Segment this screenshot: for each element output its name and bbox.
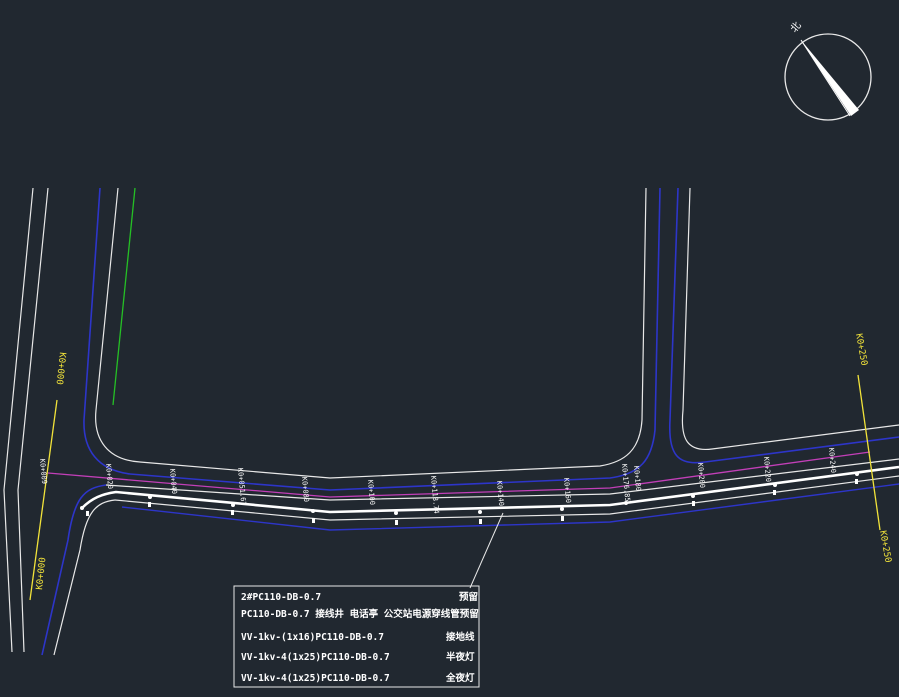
station-marker [148,495,152,499]
station-tick [479,519,482,524]
station-label: K0+040 [168,468,178,494]
station-label: K0+200 [696,462,706,488]
main-road-edge-white-upper [105,458,899,501]
station-marker [855,472,859,476]
main-road-edge-white-lower [114,475,899,521]
north-arrow-needle [801,40,859,116]
left-road-curb-white [95,187,141,463]
station-label: K0+118.74 [429,475,440,513]
station-labels: K0+009 K0+020 K0+040 K0+051.67 K0+080 K0… [38,447,837,513]
left-road-edge-inner [17,187,49,653]
legend-frame [233,585,480,688]
station-tick [312,518,315,523]
right-road-blue [668,187,899,464]
station-marker [560,507,564,511]
legend-row-right: 接地线 [446,631,475,643]
station-marker [394,511,398,515]
station-tick [561,516,564,521]
right-road-white [681,187,899,451]
station-marker [80,506,84,510]
station-marker [231,503,235,507]
legend-row-left: VV-1kv-4(1x25)PC110-DB-0.7 [241,652,390,663]
station-label: K0+020 [104,463,114,489]
station-tick [395,520,398,525]
station-label: K0+080 [300,476,310,502]
left-lower-curb-white [53,499,116,656]
legend-row-left: PC110-DB-0.7 接线井 电话亭 公交站电源穿线管预留 [241,608,479,620]
left-lower-curb-blue [41,484,107,656]
north-arrow-label: 北 [788,20,804,35]
legend-row-left: 2#PC110-DB-0.7 [241,592,321,603]
station-label: K0+220 [762,456,772,482]
station-marker [691,494,695,498]
station-label: K0+240 [827,447,837,473]
legend-row-left: VV-1kv-(1x16)PC110-DB-0.7 [241,632,384,643]
station-marker [624,501,628,505]
station-label: K0+100 [366,479,376,505]
station-label: K0+140 [495,480,505,506]
station-marker [478,510,482,514]
chainage-k0-250: K0+250 K0+250 [853,333,892,564]
station-label: K0+009 [38,458,48,484]
legend-leader-line [469,512,504,589]
station-markers [80,472,859,525]
cable-route-magenta [47,451,871,498]
main-road-blue-lower [121,483,899,531]
station-tick [231,510,234,515]
chainage-label-bottom-k0-250: K0+250 [877,530,892,564]
station-label: K0+176.85 [620,463,631,501]
station-label: K0+051.67 [236,467,247,505]
legend-table: 2#PC110-DB-0.7 预留 PC110-DB-0.7 接线井 电话亭 公… [233,585,480,688]
north-arrow-circle [784,33,872,121]
station-marker [311,509,315,513]
chainage-label-bottom-k0-000: K0+000 [35,557,48,590]
chainage-line-k0-000 [29,399,58,601]
legend-row-left: VV-1kv-4(1x25)PC110-DB-0.7 [241,673,390,684]
station-label: K0+180 [632,465,642,491]
legend-row-right: 全夜灯 [445,672,475,684]
green-reference-line [112,187,136,406]
north-arrow-needle-line [800,39,851,117]
lighting-cable-white [81,465,899,514]
station-tick [148,502,151,507]
station-tick [86,511,89,516]
left-road-edge-outer [3,187,34,653]
chainage-line-k0-250 [857,374,881,531]
block-curb-white [139,187,647,479]
station-tick [692,501,695,506]
road-network [3,187,899,656]
station-tick [855,479,858,484]
chainage-k0-000: K0+000 K0+000 [29,352,67,601]
legend-row-right: 预留 [459,591,478,603]
chainage-label-top-k0-250: K0+250 [853,333,868,367]
block-curb-blue [129,187,661,491]
left-road-curb-blue [83,187,131,475]
station-marker [773,483,777,487]
chainage-label-top-k0-000: K0+000 [54,352,67,385]
station-label: K0+160 [562,477,572,503]
legend-row-right: 半夜灯 [446,651,475,663]
station-tick [773,490,776,495]
north-arrow: 北 [784,20,872,121]
